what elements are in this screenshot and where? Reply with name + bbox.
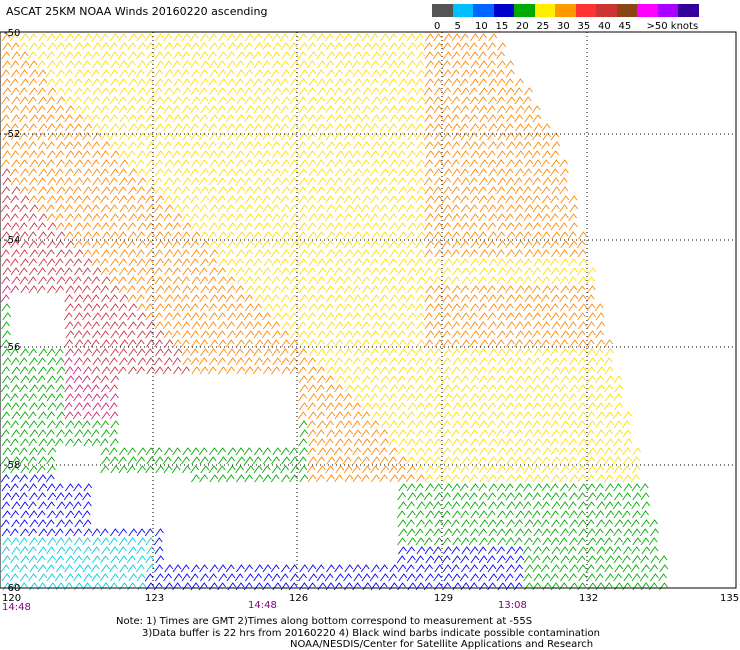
lon-label: 123 bbox=[145, 593, 164, 604]
lat-label: -60 bbox=[4, 583, 20, 594]
legend-swatch bbox=[637, 4, 658, 17]
time-label: 13:08 bbox=[498, 600, 527, 611]
legend-swatch bbox=[493, 4, 515, 17]
lon-label: 129 bbox=[434, 593, 453, 604]
legend-label: 25 bbox=[536, 21, 550, 32]
lat-labels: -50 -52 -54 -56 -58 -60 bbox=[4, 28, 20, 594]
legend-label: 45 bbox=[618, 21, 632, 32]
lat-label: -50 bbox=[4, 28, 20, 39]
legend-label: 40 bbox=[598, 21, 611, 32]
legend-label: 15 bbox=[495, 21, 509, 32]
legend-swatch bbox=[555, 4, 576, 17]
time-labels: 14:48 14:48 13:08 bbox=[2, 600, 527, 613]
legend-label: 5 bbox=[454, 21, 461, 32]
legend-swatch bbox=[452, 4, 474, 17]
lon-labels: 120 123 126 129 132 135 bbox=[2, 593, 739, 604]
map-title: ASCAT 25KM NOAA Winds 20160220 ascending bbox=[6, 5, 268, 18]
lon-label: 126 bbox=[289, 593, 308, 604]
lon-label: 120 bbox=[2, 593, 21, 604]
legend-swatch bbox=[596, 4, 617, 17]
lat-label: -54 bbox=[4, 235, 20, 246]
legend-swatch bbox=[432, 4, 453, 17]
note-line-3: NOAA/NESDIS/Center for Satellite Applica… bbox=[290, 639, 594, 650]
legend-label: 0 bbox=[434, 21, 441, 32]
legend-label: 35 bbox=[577, 21, 591, 32]
map-frame bbox=[0, 31, 737, 589]
legend-swatch bbox=[534, 4, 556, 17]
legend-swatch bbox=[657, 4, 679, 17]
legend-swatch bbox=[473, 4, 494, 17]
legend-label: 30 bbox=[557, 21, 570, 32]
wind-barbs bbox=[0, 33, 669, 591]
time-label: 14:48 bbox=[248, 600, 277, 611]
legend-swatch bbox=[678, 4, 699, 17]
lon-label: 135 bbox=[720, 593, 739, 604]
legend-label: 10 bbox=[475, 21, 488, 32]
legend-unit-label: >50 knots bbox=[646, 21, 699, 32]
legend-swatch bbox=[616, 4, 638, 17]
lat-label: -56 bbox=[4, 342, 20, 353]
lat-label: -52 bbox=[4, 129, 20, 140]
legend-swatch bbox=[575, 4, 597, 17]
note-line-2: 3)Data buffer is 22 hrs from 20160220 4)… bbox=[142, 628, 600, 639]
note-line-1: Note: 1) Times are GMT 2)Times along bot… bbox=[116, 616, 533, 627]
lat-label: -58 bbox=[4, 460, 20, 471]
map-grid bbox=[0, 31, 737, 589]
lon-label: 132 bbox=[579, 593, 598, 604]
legend-label: 20 bbox=[516, 21, 529, 32]
time-label: 14:48 bbox=[2, 602, 31, 613]
legend-swatch bbox=[514, 4, 535, 17]
